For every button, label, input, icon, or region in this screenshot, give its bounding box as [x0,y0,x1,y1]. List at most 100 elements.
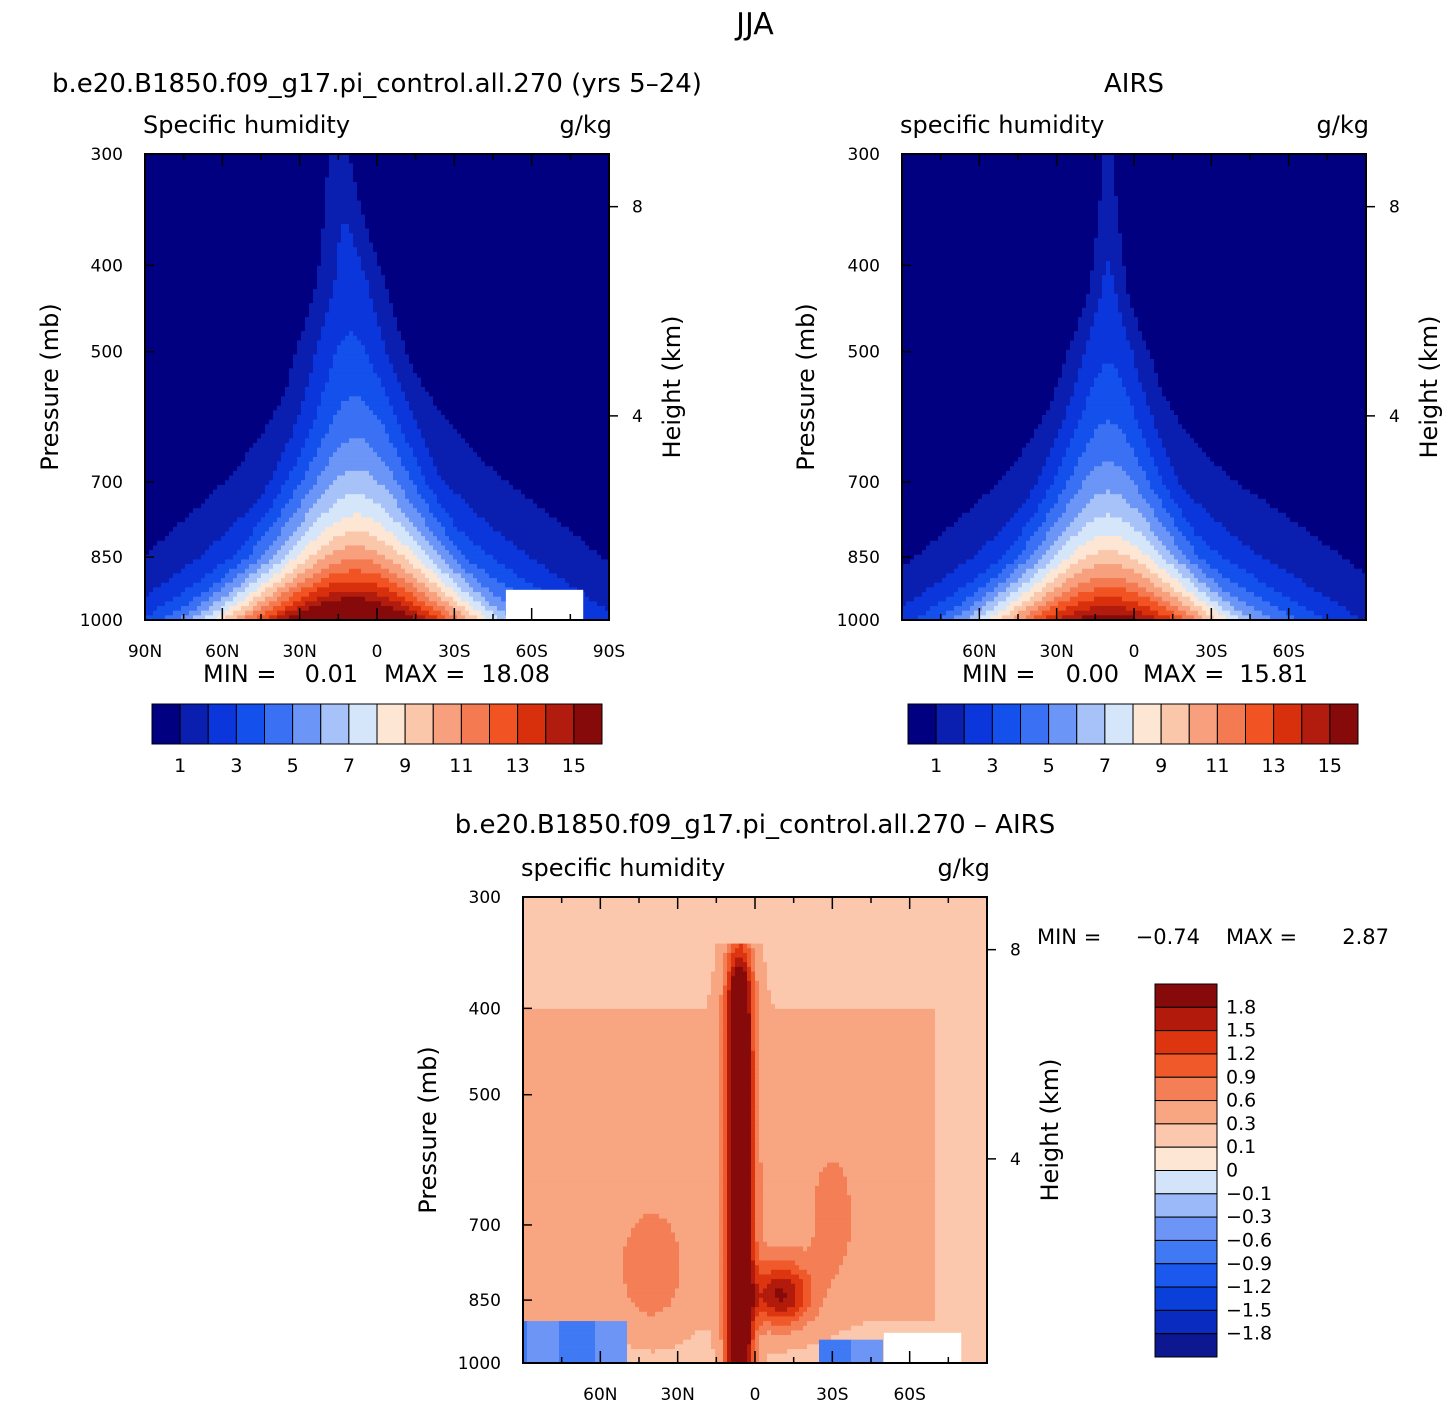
field-cell [585,191,590,197]
field-cell [397,335,402,341]
field-cell [301,270,306,276]
field-cell [225,331,230,337]
field-cell [313,298,318,304]
field-cell [293,349,298,355]
field-cell [425,181,430,188]
field-cell [565,265,570,272]
field-cell [405,279,410,286]
field-cell [453,261,458,267]
field-cell [357,209,362,216]
field-cell [353,186,358,192]
field-cell [581,219,586,225]
field-cell [393,186,398,192]
field-cell [465,293,470,300]
field-cell [309,270,314,276]
field-cell [253,340,258,346]
field-cell [145,186,150,192]
field-cell [153,307,158,314]
field-cell [165,247,170,253]
field-cell [477,200,482,206]
field-cell [533,191,538,197]
field-cell [537,340,542,346]
panel-model-field-label: Specific humidity [143,111,350,139]
field-cell [561,317,566,323]
field-cell [233,270,238,276]
field-cell [557,298,562,304]
field-cell [221,335,226,341]
field-cell [185,233,190,239]
field-cell [569,251,574,258]
field-cell [185,289,190,295]
field-cell [237,312,242,318]
field-cell [165,335,170,341]
field-cell [541,214,546,220]
field-cell [325,200,330,206]
field-cell [357,251,362,258]
field-cell [357,345,362,351]
field-cell [301,172,306,178]
field-cell [421,265,426,272]
field-cell [261,228,266,234]
field-cell [569,228,574,234]
field-cell [357,307,362,314]
field-cell [537,167,542,174]
field-cell [569,154,574,160]
field-cell [485,270,490,276]
field-cell [605,177,610,183]
field-cell [601,289,606,295]
field-cell [601,345,606,351]
field-cell [241,312,246,318]
field-cell [537,303,542,309]
field-cell [285,321,290,328]
field-cell [145,247,150,253]
field-cell [225,279,230,286]
field-cell [573,293,578,300]
field-cell [277,349,282,355]
field-cell [241,335,246,341]
field-cell [173,307,178,314]
field-cell [249,256,254,262]
field-cell [361,195,366,202]
field-cell [533,172,538,178]
field-cell [305,279,310,286]
field-cell [321,154,326,160]
field-cell [369,335,374,341]
field-cell [593,317,598,323]
field-cell [369,200,374,206]
field-cell [413,340,418,346]
field-cell [569,209,574,216]
field-cell [253,321,258,328]
field-cell [149,191,154,197]
field-cell [229,326,234,332]
field-cell [333,191,338,197]
field-cell [337,233,342,239]
field-cell [153,331,158,337]
field-cell [201,223,206,230]
field-cell [485,247,490,253]
field-cell [173,317,178,323]
field-cell [161,205,166,211]
field-cell [325,293,330,300]
field-cell [245,223,250,230]
field-cell [353,261,358,267]
field-cell [321,265,326,272]
field-cell [377,312,382,318]
field-cell [585,265,590,272]
field-cell [477,181,482,188]
field-cell [461,335,466,341]
field-cell [381,251,386,258]
field-cell [289,219,294,225]
field-cell [525,237,530,244]
field-cell [309,209,314,216]
field-cell [349,233,354,239]
field-cell [293,237,298,244]
field-cell [421,331,426,337]
field-cell [333,326,338,332]
field-cell [541,205,546,211]
field-cell [521,195,526,202]
field-cell [277,219,282,225]
field-cell [333,261,338,267]
field-cell [437,265,442,272]
field-cell [245,289,250,295]
field-cell [477,158,482,164]
